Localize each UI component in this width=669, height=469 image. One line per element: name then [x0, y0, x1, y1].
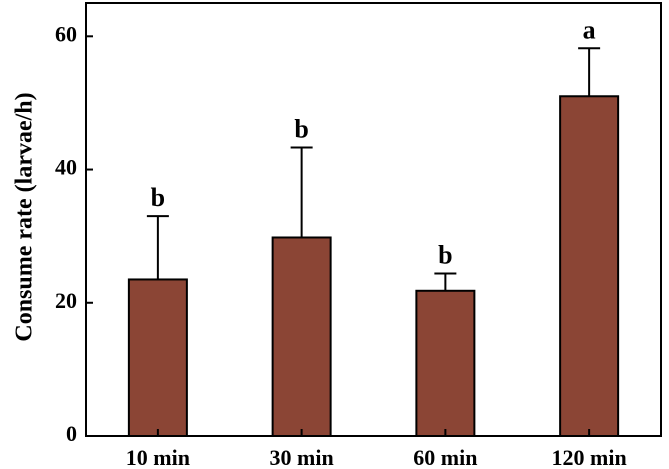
plot-frame	[85, 2, 662, 437]
y-axis-label: Consume rate (larvae/h)	[12, 92, 38, 341]
significance-label: b	[151, 183, 165, 212]
y-tick-label: 60	[55, 21, 77, 46]
bar	[415, 289, 476, 438]
significance-labels-group: b b b a	[151, 15, 596, 269]
y-tick-label: 20	[55, 288, 77, 313]
bar	[127, 278, 188, 438]
significance-label: a	[583, 15, 596, 44]
error-bars-group	[146, 47, 601, 291]
x-tick-label: 10 min	[126, 445, 190, 469]
bar	[559, 95, 620, 437]
x-tick-label: 30 min	[270, 445, 334, 469]
x-tick-label: 60 min	[413, 445, 477, 469]
bars-group	[127, 95, 620, 438]
significance-label: b	[294, 115, 308, 144]
x-tick-label: 120 min	[552, 445, 627, 469]
significance-label: b	[438, 240, 452, 269]
y-tick-label: 0	[66, 421, 77, 446]
y-tick-label: 40	[55, 155, 77, 180]
x-ticks-group: 10 min 30 min 60 min 120 min	[126, 429, 627, 469]
bar	[271, 236, 332, 437]
y-ticks-group: 0 20 40 60	[55, 21, 93, 446]
